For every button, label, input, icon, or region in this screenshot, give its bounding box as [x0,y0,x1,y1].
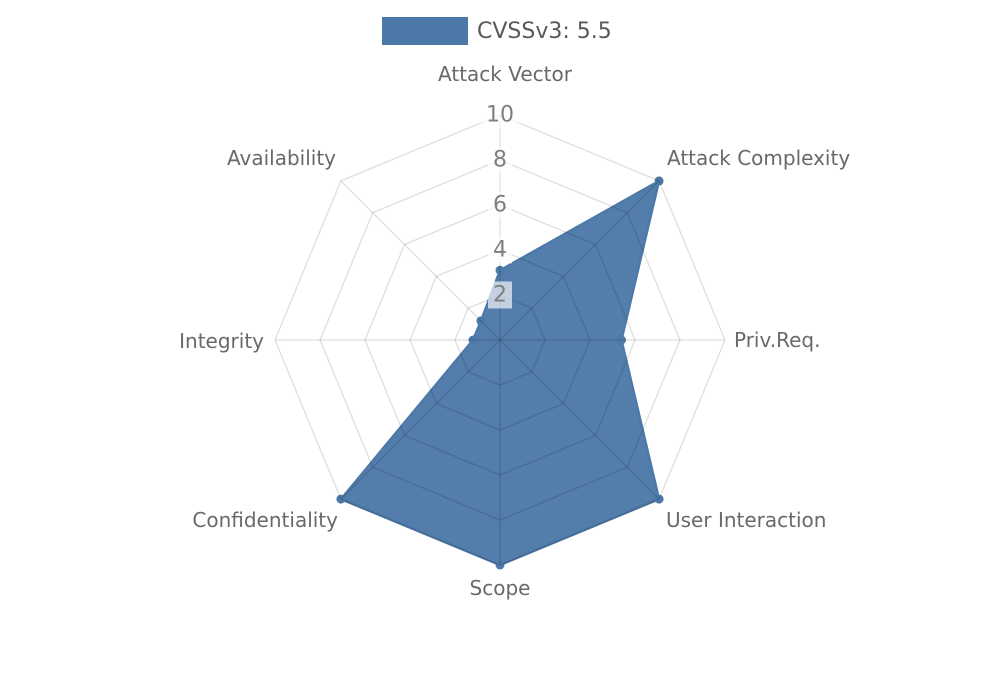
vertex-marker [336,494,346,504]
axis-label-attack-complexity: Attack Complexity [667,146,851,170]
vertex-marker [617,335,626,345]
vertex-marker [654,494,664,504]
axis-label-priv-req: Priv.Req. [734,328,821,352]
radial-tick-label: 10 [481,101,519,129]
legend: CVSSv3: 5.5 [382,16,612,46]
legend-swatch [382,17,468,45]
radial-tick-label: 4 [488,236,512,264]
web-ring [274,114,726,566]
axis-label-availability: Availability [226,146,336,170]
radial-tick-label: 2 [488,281,512,309]
axis-label-attack-vector: Attack Vector [438,62,572,86]
web-ring [454,294,546,386]
vertex-marker [476,316,486,326]
radial-tick-label: 6 [488,191,512,219]
vertex-marker [495,265,505,275]
web-spoke [340,339,501,500]
axis-label-confidentiality: Confidentiality [192,508,338,532]
vertex-marker [495,560,505,570]
axis-label-integrity: Integrity [179,329,264,353]
vertex-marker [468,335,478,345]
web-spoke [499,339,660,500]
axis-label-scope: Scope [469,576,531,600]
web-ring [364,204,636,476]
web-ring [319,159,681,521]
radial-tick-label: 8 [488,146,512,174]
legend-label: CVSSv3: 5.5 [477,18,612,44]
axis-label-user-interaction: User Interaction [666,508,827,532]
web-ring [409,249,591,431]
web-spoke [340,180,501,341]
vertex-marker [654,176,664,186]
web-spoke [499,180,660,341]
